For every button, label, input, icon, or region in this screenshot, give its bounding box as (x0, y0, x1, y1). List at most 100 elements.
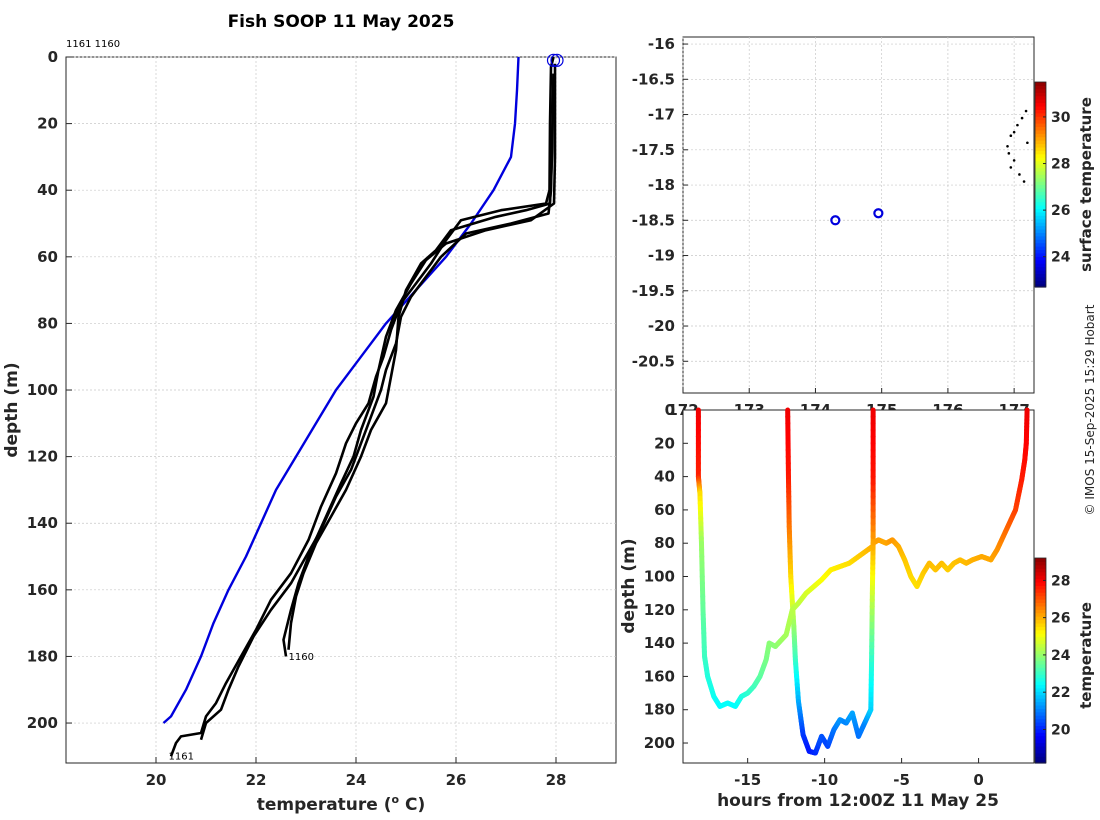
colorbar-swatch (1035, 626, 1046, 631)
colorbar-swatch (1035, 558, 1046, 563)
colorbar-swatch (1035, 742, 1046, 747)
colorbar-swatch (1035, 123, 1046, 128)
colorbar-swatch (1035, 609, 1046, 614)
map-y-tick-label: -17.5 (632, 141, 675, 159)
profile-y-tick-label: 0 (48, 48, 58, 66)
colorbar-swatch (1035, 640, 1046, 645)
colorbar-swatch (1035, 636, 1046, 641)
colorbar-swatch (1035, 694, 1046, 699)
profile-line (169, 56, 555, 757)
colorbar-swatch (1035, 616, 1046, 621)
colorbar-swatch (1035, 102, 1046, 107)
temperature-colorbar: 20 22 24 26 28 temperature (1034, 557, 1095, 764)
profile-start-marker (550, 53, 564, 67)
colorbar-swatch (1035, 225, 1046, 230)
map-cast-location (830, 215, 841, 226)
climatology-line (162, 56, 520, 724)
colorbar-swatch (1035, 266, 1046, 271)
profile-annotation: 1161 (169, 752, 194, 763)
profile-annotations: 1161 1160 1160 1161 (66, 39, 314, 763)
colorbar-swatch (1035, 174, 1046, 179)
figure-title: Fish SOOP 11 May 2025 (228, 12, 455, 32)
section-y-tick-label: 140 (644, 634, 675, 652)
colorbar-tick-label: 24 (1051, 648, 1071, 664)
colorbar-swatch (1035, 732, 1046, 737)
surface-temperature-colorbar: 24 26 28 30 surface temperature (1034, 81, 1095, 288)
profile-panel: 20 22 24 26 28 0 20 40 60 80 100 120 140 160 180 200 11… (2, 39, 617, 815)
colorbar-swatch (1035, 256, 1046, 261)
colorbar-swatch (1035, 235, 1046, 240)
profile-line (282, 63, 557, 657)
colorbar-swatch (1035, 157, 1046, 162)
colorbar-swatch (1035, 263, 1046, 268)
colorbar-swatch (1035, 170, 1046, 175)
section-x-tick-label: -15 (734, 771, 761, 789)
colorbar-swatch (1035, 259, 1046, 264)
colorbar-swatch (1035, 280, 1046, 285)
coastline-dot (1024, 109, 1028, 113)
profile-x-label: temperature (o C) (257, 793, 426, 815)
colorbar-swatch (1035, 670, 1046, 675)
colorbar-swatch (1035, 677, 1046, 682)
profile-x-label-sup: o (392, 793, 400, 806)
section-x-label: hours from 12:00Z 11 May 25 (717, 791, 999, 811)
colorbar-swatch (1035, 99, 1046, 104)
section-x-tick-label: -10 (811, 771, 838, 789)
colorbar-swatch (1035, 756, 1046, 761)
section-y-tick-label: 160 (644, 667, 675, 685)
colorbar-swatch (1035, 605, 1046, 610)
colorbar-swatch (1035, 150, 1046, 155)
coastline-dot (1006, 144, 1009, 148)
section-y-tick-label: 80 (654, 534, 675, 552)
profile-grid (66, 56, 616, 763)
colorbar-swatch (1035, 140, 1046, 145)
map-y-tick-label: -16.5 (632, 70, 675, 88)
section-y-tick-label: 60 (654, 501, 675, 519)
colorbar-swatch (1035, 239, 1046, 244)
colorbar-swatch (1035, 612, 1046, 617)
colorbar-swatch (1035, 222, 1046, 227)
profile-x-tick-label: 28 (546, 771, 567, 789)
profile-y-tick-label: 20 (37, 115, 58, 133)
profile-y-tick-label: 120 (27, 448, 58, 466)
colorbar-swatch (1035, 749, 1046, 754)
colorbar-swatch (1035, 181, 1046, 186)
colorbar-swatch (1035, 184, 1046, 189)
colorbar-swatch (1035, 657, 1046, 662)
profile-y-label: depth (m) (2, 362, 22, 457)
colorbar-swatch (1035, 218, 1046, 223)
colorbar-swatch (1035, 691, 1046, 696)
colorbar-swatch (1035, 105, 1046, 110)
profile-y-tick-label: 100 (27, 381, 58, 399)
colorbar-swatch (1035, 619, 1046, 624)
colorbar-swatch (1035, 728, 1046, 733)
colorbar-swatch (1035, 177, 1046, 182)
colorbar-swatch (1035, 687, 1046, 692)
credit-text: © IMOS 15-Sep-2025 15:29 Hobart (1083, 304, 1097, 515)
map-y-tick-label: -17 (648, 106, 675, 124)
profile-y-tick-label: 180 (27, 647, 58, 665)
colorbar-swatch (1035, 269, 1046, 274)
colorbar-swatch (1035, 571, 1046, 576)
colorbar-swatch (1035, 708, 1046, 713)
colorbar-swatch (1035, 663, 1046, 668)
colorbar-swatch (1035, 561, 1046, 566)
colorbar-swatch (1035, 167, 1046, 172)
profile-ticks: 20 22 24 26 28 0 20 40 60 80 100 120 140 160 180 200 (27, 48, 567, 789)
map-y-tick-label: -19 (648, 247, 675, 265)
profile-y-tick-label: 60 (37, 248, 58, 266)
map-axes-frame (682, 36, 1035, 394)
colorbar-swatch (1035, 629, 1046, 634)
profile-y-tick-label: 140 (27, 514, 58, 532)
colorbar-frame (1034, 557, 1047, 764)
coastline-dot (1020, 116, 1024, 120)
colorbar-swatch (1035, 595, 1046, 600)
colorbar-swatch (1035, 646, 1046, 651)
colorbar-swatch (1035, 194, 1046, 199)
colorbar-swatch (1035, 681, 1046, 686)
colorbar-swatch (1035, 187, 1046, 192)
colorbar-swatch (1035, 136, 1046, 141)
colorbar-swatch (1035, 599, 1046, 604)
colorbar-swatch (1035, 725, 1046, 730)
profile-annotation: 1160 (289, 652, 314, 663)
